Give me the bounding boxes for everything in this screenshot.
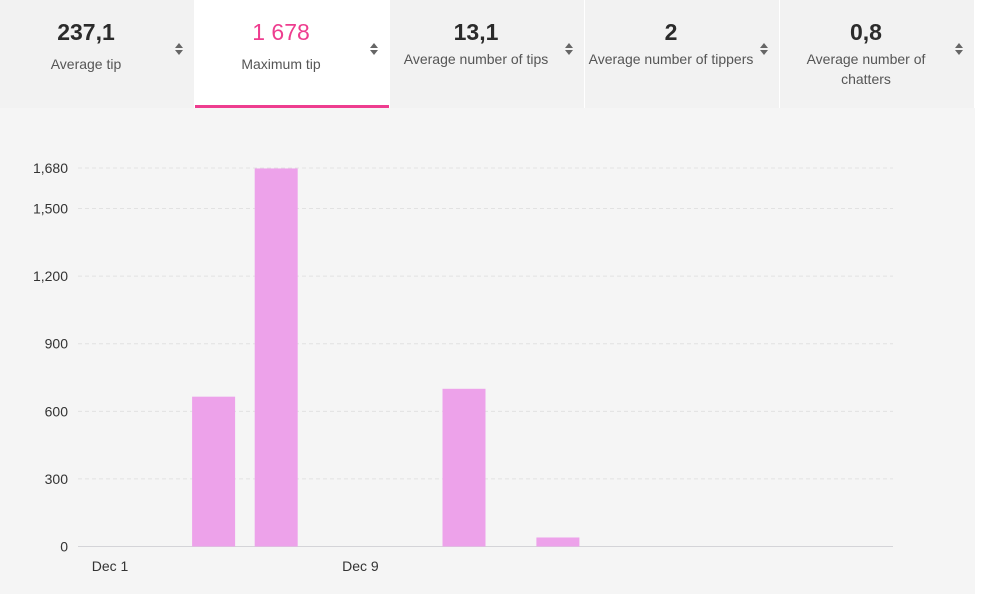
tab-label: Average tip xyxy=(50,56,122,72)
tab-average-number-of-tips[interactable]: 13,1 Average number of tips xyxy=(390,0,585,108)
metric-tabs: 237,1 Average tip 1 678 Maximum tip 13,1… xyxy=(0,0,975,109)
tab-value: 237,1 xyxy=(57,19,115,45)
bar xyxy=(536,537,580,547)
tab-value: 2 xyxy=(664,19,678,45)
bar xyxy=(254,168,298,547)
y-tick-label: 300 xyxy=(45,471,69,487)
tab-average-number-of-chatters[interactable]: 0,8 Average number of chatters xyxy=(780,0,975,108)
y-tick-label: 1,200 xyxy=(33,268,68,284)
x-tick-label: Dec 1 xyxy=(92,558,129,574)
tab-label: Average number of chatters xyxy=(806,51,926,87)
chart-area: 0 300 600 900 1,200 1,500 1,680 Dec 1 Dec 9 xyxy=(0,108,975,594)
sort-updown-icon[interactable] xyxy=(954,42,964,56)
y-tick-label: 1,680 xyxy=(33,160,68,176)
bar-chart: 0 300 600 900 1,200 1,500 1,680 Dec 1 Dec 9 xyxy=(33,160,893,574)
tab-label: Average number of tippers xyxy=(588,51,754,67)
tab-label: Average number of tips xyxy=(403,51,549,67)
sort-updown-icon[interactable] xyxy=(369,42,379,56)
tab-average-tip[interactable]: 237,1 Average tip xyxy=(0,0,195,108)
tab-value: 13,1 xyxy=(453,19,499,45)
bar xyxy=(192,396,236,547)
sort-updown-icon[interactable] xyxy=(759,42,769,56)
y-tick-label: 1,500 xyxy=(33,201,68,217)
bar xyxy=(442,388,486,547)
y-tick-label: 0 xyxy=(60,539,68,555)
tab-value: 0,8 xyxy=(850,19,882,45)
y-tick-label: 900 xyxy=(45,336,69,352)
tab-value: 1 678 xyxy=(252,19,310,45)
sort-updown-icon[interactable] xyxy=(174,42,184,56)
y-tick-label: 600 xyxy=(45,403,69,419)
x-tick-label: Dec 9 xyxy=(342,558,379,574)
tab-maximum-tip[interactable]: 1 678 Maximum tip xyxy=(195,0,390,108)
sort-updown-icon[interactable] xyxy=(564,42,574,56)
tab-label: Maximum tip xyxy=(241,56,321,72)
tab-average-number-of-tippers[interactable]: 2 Average number of tippers xyxy=(585,0,780,108)
